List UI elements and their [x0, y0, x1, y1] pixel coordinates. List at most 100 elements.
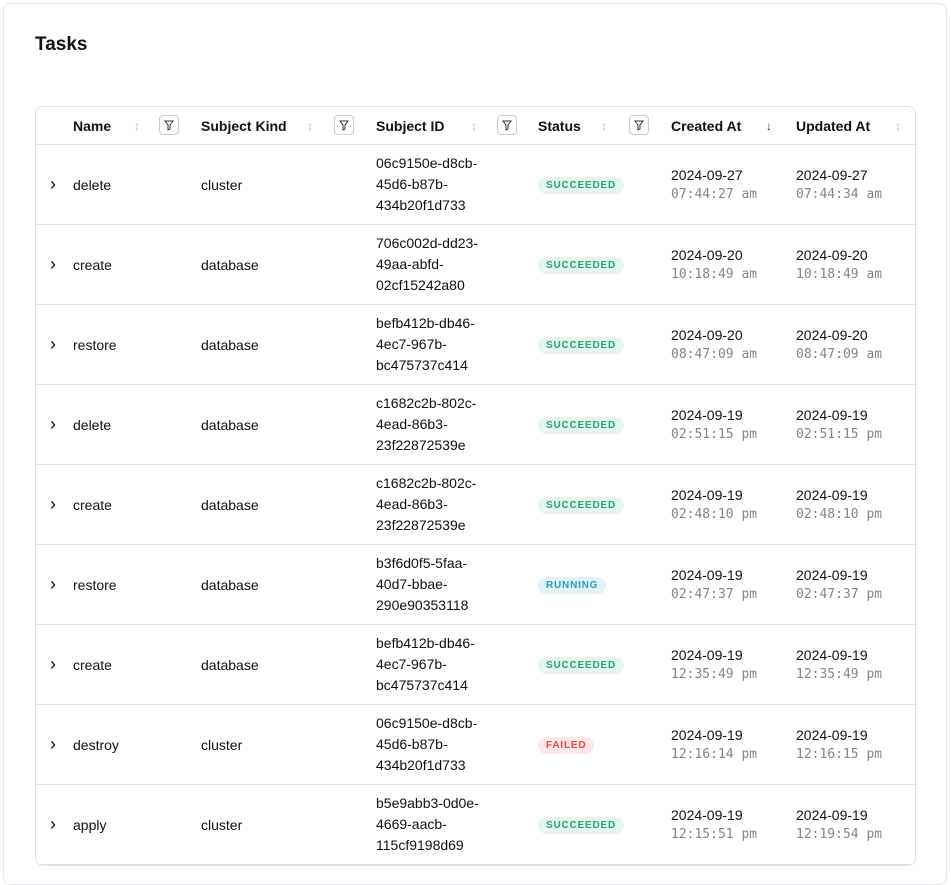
created-time: 08:47:09 am — [671, 346, 758, 362]
updated-at: 2024-09-19 12:35:49 pm — [796, 645, 915, 685]
task-name: delete — [73, 176, 112, 193]
sort-icon[interactable]: ↕ — [134, 118, 140, 133]
subject-id-line: 45d6-b87b- — [376, 176, 448, 192]
header-created-at[interactable]: Created At ↓ — [671, 107, 796, 144]
filter-icon[interactable] — [334, 115, 354, 135]
created-at: 2024-09-19 02:47:37 pm — [671, 565, 796, 605]
task-name: apply — [73, 816, 107, 833]
header-updated-at[interactable]: Updated At ↕ — [796, 107, 915, 144]
updated-time: 10:18:49 am — [796, 266, 883, 282]
header-label: Created At — [671, 117, 742, 134]
tasks-table: Name ↕ Subject Kind ↕ Subject ID ↕ Statu… — [35, 106, 916, 866]
subject-id-line: 4ec7-967b- — [376, 656, 447, 672]
subject-kind: database — [201, 336, 259, 353]
expand-chevron-icon[interactable]: › — [50, 734, 56, 754]
updated-at: 2024-09-20 08:47:09 am — [796, 325, 915, 365]
updated-time: 08:47:09 am — [796, 346, 883, 362]
updated-at: 2024-09-27 07:44:34 am — [796, 165, 915, 205]
subject-id: c1682c2b-802c- 4ead-86b3- 23f22872539e — [376, 393, 538, 456]
status-badge: SUCCEEDED — [538, 337, 624, 354]
updated-time: 12:35:49 pm — [796, 666, 883, 682]
subject-id: befb412b-db46- 4ec7-967b-bc475737c414 — [376, 633, 538, 696]
subject-id-line: 115cf9198d69 — [376, 837, 464, 853]
task-name: create — [73, 496, 112, 513]
updated-time: 02:48:10 pm — [796, 506, 883, 522]
table-row[interactable]: › create database c1682c2b-802c- 4ead-86b3- 2… — [36, 465, 915, 545]
created-date: 2024-09-19 — [671, 806, 743, 823]
task-name: create — [73, 256, 112, 273]
sort-descending-icon[interactable]: ↓ — [766, 118, 772, 133]
updated-time: 12:19:54 pm — [796, 826, 883, 842]
table-row[interactable]: › create database 706c002d-dd23- 49aa-abfd- 0… — [36, 225, 915, 305]
expand-chevron-icon[interactable]: › — [50, 334, 56, 354]
header-name[interactable]: Name ↕ — [73, 107, 201, 144]
table-row[interactable]: › restore database b3f6d0f5-5faa- 40d7-bbae-… — [36, 545, 915, 625]
table-row[interactable]: › apply cluster b5e9abb3-0d0e- 4669-aacb- 115… — [36, 785, 915, 865]
sort-icon[interactable]: ↕ — [601, 118, 607, 133]
filter-icon[interactable] — [629, 115, 649, 135]
table-row[interactable]: › delete database c1682c2b-802c- 4ead-86b3- 2… — [36, 385, 915, 465]
created-date: 2024-09-19 — [671, 726, 743, 743]
tasks-card — [3, 3, 947, 885]
sort-icon[interactable]: ↕ — [471, 118, 477, 133]
created-time: 02:51:15 pm — [671, 426, 758, 442]
subject-id: b5e9abb3-0d0e- 4669-aacb- 115cf9198d69 — [376, 793, 538, 856]
table-row[interactable]: › destroy cluster 06c9150e-d8cb- 45d6-b87b- 4… — [36, 705, 915, 785]
subject-id-line: 49aa-abfd- — [376, 256, 444, 272]
updated-at: 2024-09-19 12:19:54 pm — [796, 805, 915, 845]
subject-id: 706c002d-dd23- 49aa-abfd- 02cf15242a80 — [376, 233, 538, 296]
created-date: 2024-09-19 — [671, 566, 743, 583]
status-badge: SUCCEEDED — [538, 657, 624, 674]
sort-icon[interactable]: ↕ — [895, 118, 901, 133]
status-badge: RUNNING — [538, 577, 607, 594]
filter-icon[interactable] — [159, 115, 179, 135]
filter-icon[interactable] — [497, 115, 517, 135]
created-date: 2024-09-20 — [671, 246, 743, 263]
updated-at: 2024-09-19 12:16:15 pm — [796, 725, 915, 765]
updated-at: 2024-09-19 02:51:15 pm — [796, 405, 915, 445]
updated-time: 07:44:34 am — [796, 186, 883, 202]
expand-chevron-icon[interactable]: › — [50, 654, 56, 674]
subject-id-line: befb412b-db46- — [376, 635, 475, 651]
table-row[interactable]: › create database befb412b-db46- 4ec7-967b-b… — [36, 625, 915, 705]
updated-at: 2024-09-19 02:47:37 pm — [796, 565, 915, 605]
sort-icon[interactable]: ↕ — [307, 118, 313, 133]
header-status[interactable]: Status ↕ — [538, 107, 671, 144]
subject-kind: database — [201, 496, 259, 513]
created-at: 2024-09-20 10:18:49 am — [671, 245, 796, 285]
status-badge: SUCCEEDED — [538, 177, 624, 194]
updated-date: 2024-09-19 — [796, 486, 868, 503]
created-at: 2024-09-19 12:16:14 pm — [671, 725, 796, 765]
header-subject-kind[interactable]: Subject Kind ↕ — [201, 107, 376, 144]
expand-chevron-icon[interactable]: › — [50, 254, 56, 274]
expand-chevron-icon[interactable]: › — [50, 414, 56, 434]
subject-id-line: bc475737c414 — [376, 357, 468, 373]
expand-chevron-icon[interactable]: › — [50, 574, 56, 594]
created-time: 07:44:27 am — [671, 186, 758, 202]
subject-id-line: 02cf15242a80 — [376, 277, 465, 293]
header-subject-id[interactable]: Subject ID ↕ — [376, 107, 538, 144]
subject-id-line: 40d7-bbae- — [376, 576, 448, 592]
table-row[interactable]: › restore database befb412b-db46- 4ec7-967b-… — [36, 305, 915, 385]
subject-id-line: 06c9150e-d8cb- — [376, 715, 478, 731]
expand-chevron-icon[interactable]: › — [50, 814, 56, 834]
subject-id-line: 4ec7-967b- — [376, 336, 447, 352]
page-title: Tasks — [35, 34, 88, 55]
status-badge: SUCCEEDED — [538, 417, 624, 434]
expand-chevron-icon[interactable]: › — [50, 494, 56, 514]
status-cell: RUNNING — [538, 575, 671, 594]
subject-id-line: befb412b-db46- — [376, 315, 475, 331]
expand-chevron-icon[interactable]: › — [50, 174, 56, 194]
updated-at: 2024-09-19 02:48:10 pm — [796, 485, 915, 525]
updated-at: 2024-09-20 10:18:49 am — [796, 245, 915, 285]
created-at: 2024-09-19 02:51:15 pm — [671, 405, 796, 445]
subject-kind: database — [201, 256, 259, 273]
subject-kind: cluster — [201, 736, 243, 753]
subject-kind: database — [201, 416, 259, 433]
updated-date: 2024-09-27 — [796, 166, 868, 183]
table-row[interactable]: › delete cluster 06c9150e-d8cb- 45d6-b87b- 43… — [36, 145, 915, 225]
created-time: 12:15:51 pm — [671, 826, 758, 842]
subject-id: c1682c2b-802c- 4ead-86b3- 23f22872539e — [376, 473, 538, 536]
subject-id-line: 06c9150e-d8cb- — [376, 155, 478, 171]
status-cell: FAILED — [538, 735, 671, 754]
